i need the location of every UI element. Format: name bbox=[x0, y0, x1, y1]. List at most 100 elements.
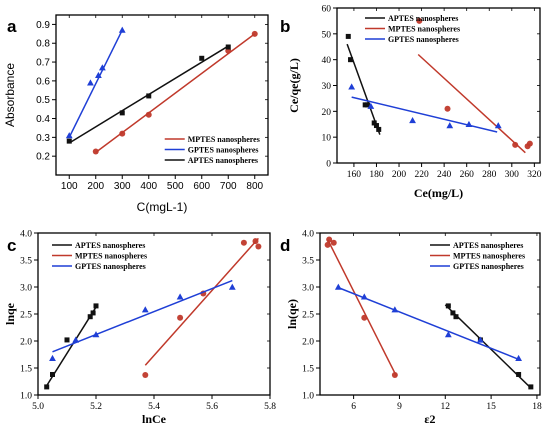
plot-frame bbox=[37, 232, 271, 396]
y-axis-title: Absorbance bbox=[3, 63, 17, 127]
x-tick-label: 280 bbox=[482, 170, 497, 180]
x-tick-label: 6 bbox=[351, 402, 356, 412]
data-point bbox=[477, 336, 484, 343]
data-point bbox=[494, 122, 502, 129]
x-tick-label: 12 bbox=[441, 402, 451, 412]
legend: APTES nanospheres MPTES nanospheresGPTES … bbox=[430, 241, 525, 271]
x-tick-label: 5.6 bbox=[206, 402, 218, 412]
series-gptes bbox=[348, 83, 502, 133]
chart-panel-d: d 6 9 12 15 18 1.0 1.5 2.0 2.5 3.0 3.5 4.0 ε2 ln(qe) AP… bbox=[280, 230, 542, 427]
series-mptes bbox=[142, 237, 262, 379]
data-point bbox=[93, 303, 99, 309]
data-point bbox=[252, 238, 259, 245]
legend-label: GPTES nanospheres bbox=[453, 262, 524, 271]
data-point bbox=[348, 57, 354, 63]
data-point bbox=[65, 132, 73, 139]
legend-label: MPTES nanospheres bbox=[188, 135, 260, 144]
x-tick-label: 18 bbox=[532, 402, 542, 412]
x-tick-label: 5.2 bbox=[90, 402, 102, 412]
data-point bbox=[251, 30, 258, 37]
data-point bbox=[334, 283, 342, 290]
data-point bbox=[453, 314, 459, 320]
data-point bbox=[49, 354, 56, 361]
series-aptes bbox=[444, 303, 534, 390]
y-tick-label: 0.9 bbox=[36, 20, 50, 31]
x-tick-label: 100 bbox=[61, 181, 78, 192]
y-tick-label: 1.0 bbox=[302, 392, 314, 402]
panel-letter: b bbox=[280, 17, 290, 36]
y-tick-label: 0.4 bbox=[36, 114, 50, 125]
data-point bbox=[225, 44, 231, 50]
x-tick-label: 200 bbox=[87, 181, 104, 192]
fit-line bbox=[68, 29, 123, 138]
data-point bbox=[391, 306, 399, 313]
x-tick-label: 15 bbox=[486, 402, 496, 412]
series-gptes bbox=[334, 283, 523, 361]
fit-line bbox=[52, 279, 233, 353]
data-point bbox=[228, 283, 236, 290]
x-tick-label: 260 bbox=[460, 170, 475, 180]
x-tick-label: 5.4 bbox=[148, 402, 160, 412]
legend-label: APTES nanospheres bbox=[388, 14, 458, 23]
fit-line bbox=[351, 96, 498, 133]
y-tick-label: 0.3 bbox=[36, 133, 50, 144]
data-point bbox=[465, 120, 473, 127]
series-mptes bbox=[92, 30, 258, 155]
data-point bbox=[141, 306, 149, 313]
y-axis-title: lnqe bbox=[3, 302, 17, 325]
series-aptes bbox=[345, 33, 382, 135]
y-tick-label: 60 bbox=[322, 5, 332, 15]
y-tick-label: 0 bbox=[326, 160, 331, 170]
y-tick-label: 0.6 bbox=[36, 76, 50, 87]
data-point bbox=[92, 148, 99, 155]
data-point bbox=[119, 110, 125, 116]
x-tick-label: 180 bbox=[369, 170, 384, 180]
x-tick-label: 5.0 bbox=[32, 402, 44, 412]
legend: APTES nanospheres MPTES nanospheresGPTES … bbox=[365, 14, 460, 44]
data-point bbox=[348, 83, 356, 90]
legend-label: GPTES nanospheres bbox=[388, 35, 459, 44]
x-tick-label: 600 bbox=[193, 181, 210, 192]
data-point bbox=[361, 314, 368, 321]
y-tick-label: 3.5 bbox=[20, 257, 32, 267]
data-point bbox=[445, 303, 451, 309]
data-point bbox=[95, 71, 102, 78]
legend-label: MPTES nanospheres bbox=[388, 25, 460, 34]
data-point bbox=[516, 371, 522, 377]
y-tick-label: 2.5 bbox=[20, 311, 32, 321]
x-tick-label: 300 bbox=[505, 170, 520, 180]
fit-line bbox=[144, 237, 259, 366]
legend-label: APTES nanospheres bbox=[453, 241, 523, 250]
data-point bbox=[87, 314, 93, 320]
data-point bbox=[360, 293, 368, 300]
x-axis-title: lnCe bbox=[142, 412, 167, 426]
y-tick-label: 4.0 bbox=[20, 230, 32, 240]
data-point bbox=[512, 141, 519, 148]
data-point bbox=[255, 243, 262, 250]
x-axis-title: Ce(mg/L) bbox=[414, 186, 463, 200]
data-point bbox=[177, 314, 184, 321]
x-tick-label: 200 bbox=[392, 170, 407, 180]
y-tick-label: 0.8 bbox=[36, 39, 50, 50]
data-point bbox=[446, 122, 454, 129]
panel-letter: d bbox=[280, 236, 290, 255]
x-tick-label: 9 bbox=[397, 402, 402, 412]
data-point bbox=[364, 102, 370, 108]
panel-letter: a bbox=[7, 17, 17, 36]
data-point bbox=[371, 120, 377, 126]
data-point bbox=[444, 105, 451, 112]
y-tick-label: 1.5 bbox=[20, 365, 32, 375]
data-point bbox=[330, 239, 337, 246]
legend-label: GPTES nanospheres bbox=[188, 146, 259, 155]
legend: APTES nanospheres MPTES nanospheresGPTES … bbox=[52, 241, 147, 271]
data-point bbox=[176, 293, 184, 300]
data-point bbox=[118, 26, 126, 33]
x-tick-label: 700 bbox=[220, 181, 237, 192]
x-tick-label: 500 bbox=[167, 181, 184, 192]
data-point bbox=[240, 239, 247, 246]
data-point bbox=[367, 102, 375, 109]
y-tick-label: 10 bbox=[322, 134, 332, 144]
y-tick-label: 1.5 bbox=[302, 365, 314, 375]
legend: MPTES nanospheres GPTES nanospheresAPTES … bbox=[164, 135, 260, 165]
